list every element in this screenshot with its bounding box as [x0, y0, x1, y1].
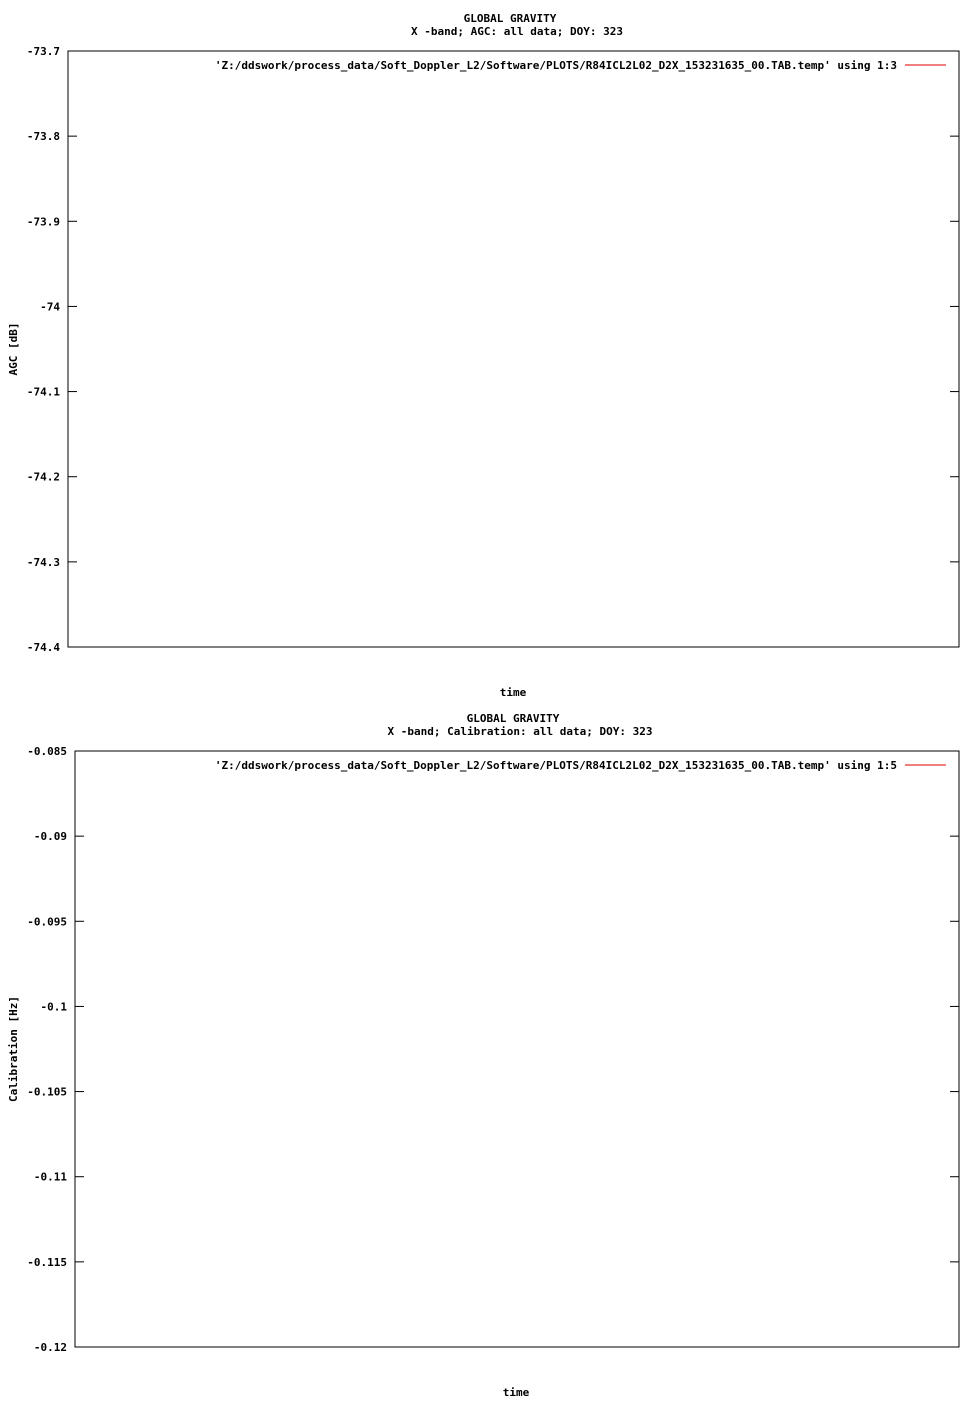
x-axis-label: time — [503, 1386, 530, 1399]
y-tick-label: -73.9 — [27, 215, 60, 228]
x-axis-label: time — [500, 686, 527, 699]
y-axis: -73.7 -73.8 -73.9 -74 -74.1 -74.2 -74.3 -74.4 — [27, 45, 959, 654]
calibration-chart: GLOBAL GRAVITY X -band; Calibration: all… — [7, 712, 960, 1399]
y-axis: -0.085 -0.09 -0.095 -0.1 -0.105 -0.11 -0.115 -0… — [27, 745, 959, 1354]
y-tick-label: -74 — [40, 300, 60, 313]
plot-frame — [67, 50, 960, 648]
chart-title: GLOBAL GRAVITY — [464, 12, 557, 25]
plot-frame — [74, 750, 960, 1348]
y-tick-label: -0.11 — [34, 1171, 67, 1184]
y-tick-label: -0.12 — [34, 1341, 67, 1354]
y-axis-label: Calibration [Hz] — [7, 996, 20, 1102]
y-tick-label: -0.085 — [27, 745, 67, 758]
y-tick-label: -0.1 — [41, 1000, 68, 1013]
agc-chart: GLOBAL GRAVITY X -band; AGC: all data; D… — [7, 12, 960, 699]
y-tick-label: -74.1 — [27, 386, 60, 399]
y-tick-label: -0.09 — [34, 830, 67, 843]
chart-subtitle: X -band; AGC: all data; DOY: 323 — [411, 25, 623, 38]
y-tick-label: -0.115 — [27, 1256, 67, 1269]
y-tick-label: -74.2 — [27, 471, 60, 484]
y-tick-label: -0.095 — [27, 915, 67, 928]
y-tick-label: -74.3 — [27, 556, 60, 569]
y-tick-label: -73.7 — [27, 45, 60, 58]
y-tick-label: -73.8 — [27, 130, 60, 143]
y-tick-label: -0.105 — [27, 1086, 67, 1099]
chart-title: GLOBAL GRAVITY — [467, 712, 560, 725]
y-axis-label: AGC [dB] — [7, 323, 20, 376]
y-tick-label: -74.4 — [27, 641, 60, 654]
legend-label: 'Z:/ddswork/process_data/Soft_Doppler_L2… — [215, 759, 897, 772]
legend-label: 'Z:/ddswork/process_data/Soft_Doppler_L2… — [215, 59, 897, 72]
chart-subtitle: X -band; Calibration: all data; DOY: 323 — [388, 725, 653, 738]
